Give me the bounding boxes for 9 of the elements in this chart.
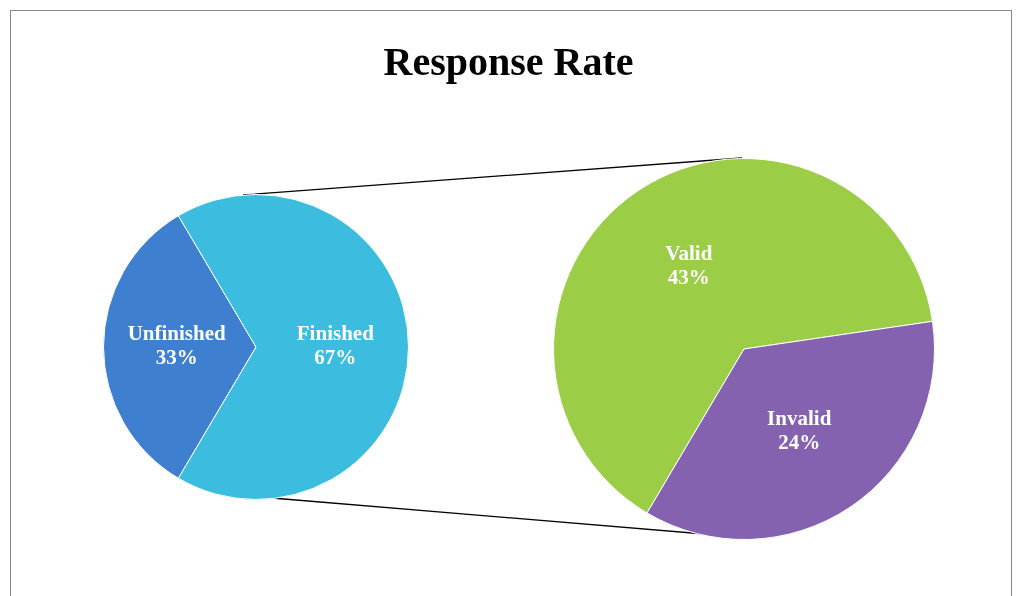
data-label: 24% — [778, 429, 821, 454]
data-label: 33% — [155, 345, 198, 370]
slice-label: Invalid — [767, 405, 832, 430]
slice-label: Finished — [296, 321, 375, 346]
slice-label: Unfinished — [127, 321, 227, 346]
data-label: 67% — [314, 345, 357, 370]
text: Response Rate — [382, 38, 635, 85]
data-label: 43% — [667, 265, 710, 290]
slice-label: Valid — [665, 241, 713, 266]
